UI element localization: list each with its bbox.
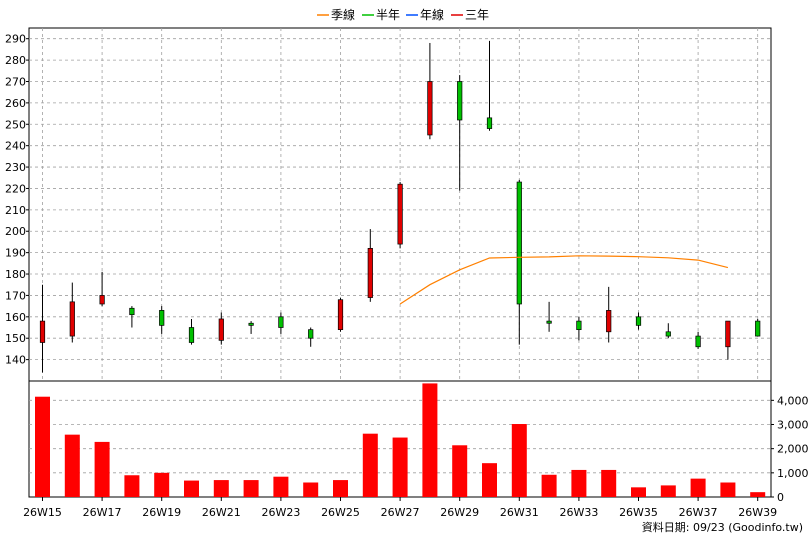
- candle-body: [39, 320, 46, 343]
- volume-bar: [303, 482, 319, 497]
- volume-bar: [64, 434, 80, 497]
- legend-label-half-year: 半年: [376, 8, 400, 22]
- candle-body: [695, 335, 701, 348]
- price-tick-label: 190: [5, 247, 26, 260]
- x-tick-label: 26W33: [559, 506, 598, 519]
- candle-body: [188, 327, 195, 343]
- x-axis: 26W15 26W17 26W19 26W21 26W23 26W25 26W27 26W29…: [23, 497, 777, 519]
- price-tick-label: 150: [5, 332, 26, 345]
- quarter-ma-line: [399, 255, 729, 305]
- volume-bar: [690, 478, 706, 497]
- volume-tick-label: 4,000: [777, 394, 808, 407]
- price-tick-label: 250: [5, 118, 26, 131]
- volume-tick-label: 2,000: [777, 443, 808, 456]
- volume-bar: [184, 480, 199, 497]
- price-tick-label: 240: [5, 140, 26, 153]
- volume-bar: [333, 480, 348, 497]
- volume-bar: [720, 482, 736, 497]
- volume-bar: [154, 472, 170, 497]
- legend-label-quarter: 季線: [331, 7, 355, 22]
- volume-bar: [124, 475, 140, 497]
- candle-body: [546, 320, 552, 324]
- candle-body: [606, 310, 612, 333]
- volume-bar: [571, 469, 587, 497]
- volume-bar: [511, 424, 527, 497]
- volume-bar: [631, 487, 646, 497]
- x-tick-label: 26W17: [83, 506, 122, 519]
- legend-item-half-year: 半年: [362, 8, 400, 22]
- candle-body: [725, 320, 731, 348]
- candle-body: [218, 318, 224, 341]
- price-tick-label: 280: [5, 54, 26, 67]
- x-tick-label: 26W39: [738, 506, 777, 519]
- candle-body: [159, 310, 165, 326]
- candle-body: [755, 320, 761, 337]
- volume-panel: 0 1,000 2,000 3,000 4,000: [28, 380, 808, 504]
- legend-item-quarter: 季線: [317, 7, 355, 22]
- candle-body: [516, 181, 522, 305]
- volume-bar: [422, 383, 438, 497]
- volume-bar: [362, 433, 378, 497]
- candle-body: [486, 117, 493, 129]
- price-tick-label: 270: [5, 75, 26, 88]
- volume-bar: [541, 474, 557, 497]
- candle-body: [367, 248, 373, 298]
- volume-bar: [35, 396, 50, 497]
- x-tick-label: 26W31: [500, 506, 539, 519]
- volume-bar: [452, 445, 468, 497]
- candle-body: [308, 329, 314, 339]
- candle-body: [397, 183, 403, 245]
- candle-body: [129, 307, 135, 316]
- volume-bar: [243, 480, 259, 497]
- candle-body: [576, 320, 582, 331]
- candle-body: [427, 81, 433, 136]
- legend-item-year: 年線: [406, 7, 444, 22]
- volume-bar: [750, 492, 766, 497]
- source-label: 資料日期: 09/23 (Goodinfo.tw): [642, 520, 803, 534]
- volume-tick-label: 0: [777, 491, 784, 504]
- price-tick-label: 140: [5, 354, 26, 367]
- candle-body: [278, 316, 284, 328]
- price-panel: 140 150 160 170 180 190 200 210 220 230 240 250 260 2…: [5, 27, 772, 497]
- price-tick-label: 200: [5, 225, 26, 238]
- candle-body: [665, 331, 671, 337]
- legend-label-year: 年線: [420, 7, 444, 22]
- x-tick-label: 26W21: [202, 506, 241, 519]
- price-tick-label: 160: [5, 311, 26, 324]
- volume-bar: [601, 469, 617, 497]
- legend: 季線 半年 年線 三年: [317, 7, 489, 22]
- volume-bar: [213, 480, 229, 497]
- x-tick-label: 26W25: [321, 506, 360, 519]
- x-tick-label: 26W23: [261, 506, 300, 519]
- x-tick-label: 26W37: [679, 506, 718, 519]
- price-tick-label: 230: [5, 161, 26, 174]
- price-tick-label: 260: [5, 97, 26, 110]
- volume-tick-label: 1,000: [777, 467, 808, 480]
- candle-body: [69, 301, 75, 337]
- x-tick-label: 26W15: [23, 506, 62, 519]
- volume-bar: [273, 476, 289, 497]
- volume-tick-label: 3,000: [777, 419, 808, 432]
- price-tick-label: 210: [5, 204, 26, 217]
- x-tick-label: 26W29: [440, 506, 479, 519]
- volume-bar: [482, 463, 497, 497]
- candle-body: [635, 316, 642, 326]
- candle-body: [457, 81, 463, 121]
- price-tick-label: 180: [5, 268, 26, 281]
- price-tick-label: 220: [5, 182, 26, 195]
- price-tick-label: 290: [5, 33, 26, 46]
- price-tick-label: 170: [5, 289, 26, 302]
- volume-bar: [392, 437, 408, 497]
- volume-bar: [660, 485, 676, 497]
- x-tick-label: 26W27: [381, 506, 420, 519]
- volume-bar: [94, 441, 110, 497]
- legend-item-three-year: 三年: [451, 8, 489, 22]
- legend-label-three-year: 三年: [465, 8, 489, 22]
- x-tick-label: 26W19: [142, 506, 181, 519]
- x-tick-label: 26W35: [619, 506, 658, 519]
- candle-body: [248, 322, 254, 326]
- candle-body: [337, 299, 344, 331]
- candle-body: [99, 295, 105, 305]
